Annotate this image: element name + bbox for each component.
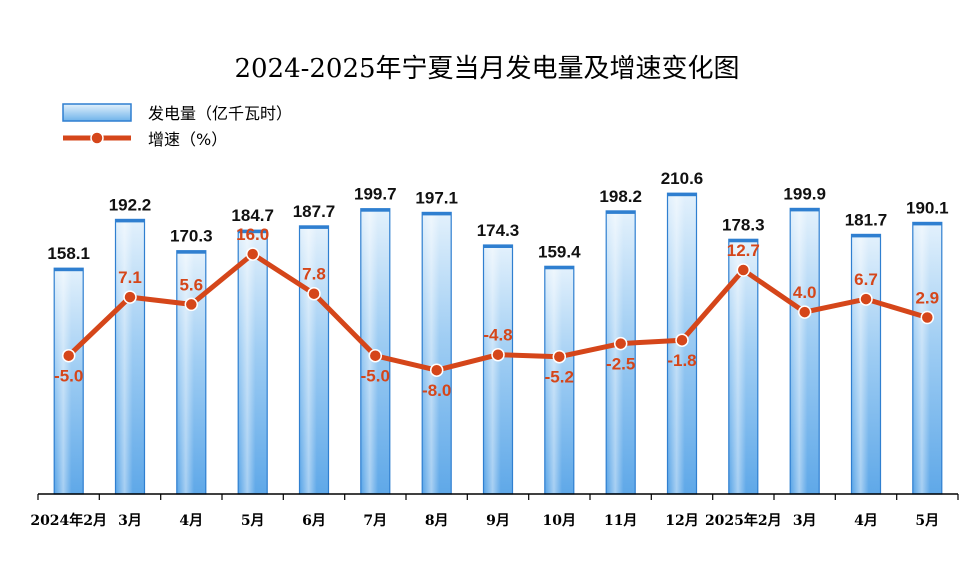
growth-point (245, 247, 260, 261)
bar-shine (55, 269, 83, 493)
bar-shine (607, 211, 635, 493)
bar-cap (912, 222, 942, 226)
bar-cap (238, 230, 268, 234)
bar-cap (667, 193, 697, 197)
bar-shine (239, 231, 267, 493)
bar-shine (545, 267, 573, 493)
bar-value-label: 199.9 (783, 184, 826, 203)
growth-value-label: -4.8 (483, 326, 512, 345)
x-tick-label: 4月 (854, 513, 878, 529)
bar-shine (913, 223, 941, 493)
growth-value-label: 5.6 (179, 275, 203, 294)
x-tick-label: 12月 (665, 513, 698, 529)
growth-value-label: -1.8 (667, 351, 696, 370)
bar-value-label: 210.6 (661, 169, 704, 188)
x-tick-label: 8月 (425, 513, 449, 529)
growth-value-label: 7.8 (302, 265, 326, 284)
growth-value-label: 16.0 (236, 225, 269, 244)
legend-line-label: 增速（%） (148, 130, 227, 149)
x-tick-label: 11月 (604, 513, 637, 529)
growth-point (184, 297, 199, 312)
growth-value-label: -8.0 (422, 381, 451, 400)
bar-value-label: 199.7 (354, 185, 397, 204)
bar-value-label: 187.7 (293, 202, 336, 221)
growth-series: -5.0 7.1 5.6 16.0 7.8 -5.0 -8.0 -4.8 -5.2 -2.5 -1.… (54, 225, 939, 400)
growth-value-label: 2.9 (915, 289, 939, 308)
x-tick-label: 4月 (179, 513, 203, 529)
bar-cap (606, 210, 636, 214)
bar-shine (177, 251, 205, 493)
x-tick-label: 6月 (302, 513, 326, 529)
bar-value-label: 174.3 (477, 221, 520, 240)
growth-point (491, 347, 505, 362)
bar-value-label: 158.1 (47, 244, 90, 263)
bar-shine (300, 226, 328, 493)
bar-cap (115, 219, 145, 223)
chart-title: 2024-2025年宁夏当月发电量及增速变化图 (234, 54, 739, 84)
x-tick-label: 2024年2月 (30, 512, 107, 529)
bar-cap (483, 245, 513, 248)
growth-point (675, 333, 689, 347)
bar-shine (116, 220, 144, 493)
growth-value-label: 4.0 (793, 283, 817, 302)
x-tick-label: 10月 (543, 513, 576, 529)
x-tick-label: 7月 (363, 513, 387, 529)
x-tick-label: 3月 (118, 513, 142, 529)
growth-point (920, 310, 935, 325)
growth-point (736, 263, 751, 277)
growth-point (613, 336, 628, 351)
growth-point (429, 363, 444, 377)
legend: 发电量（亿千瓦时） 增速（%） (62, 103, 292, 149)
legend-line-marker (90, 131, 104, 145)
growth-point (859, 292, 873, 306)
bar-value-label: 170.3 (170, 227, 213, 246)
bar-shine (791, 209, 819, 493)
growth-value-label: -5.0 (54, 367, 83, 386)
growth-value-label: -2.5 (606, 355, 635, 374)
x-tick-label: 9月 (486, 513, 510, 529)
bar-shine (423, 213, 451, 493)
bar-shine (484, 246, 512, 493)
bar-value-label: 190.1 (906, 198, 949, 217)
bar-value-label: 184.7 (231, 206, 274, 225)
bar-cap (544, 266, 574, 270)
x-tick-label: 2025年2月 (705, 512, 782, 529)
bar-cap (299, 225, 329, 229)
growth-point (61, 348, 76, 363)
bar-cap (360, 208, 390, 212)
growth-value-label: 12.7 (727, 241, 760, 260)
legend-bar-label: 发电量（亿千瓦时） (148, 104, 292, 123)
growth-value-label: -5.2 (545, 368, 574, 387)
growth-point (123, 290, 137, 304)
bar-cap (851, 234, 881, 238)
x-tick-label: 3月 (793, 513, 817, 529)
growth-value-label: 6.7 (854, 270, 878, 289)
bar-cap (728, 239, 758, 243)
bar-cap (54, 268, 84, 272)
bar-value-label: 178.3 (722, 215, 765, 234)
bar-cap (790, 208, 820, 212)
bar-series: 158.1 192.2 170.3 184.7 187.7 199.7 197.1 174.3… (47, 169, 949, 495)
growth-point (552, 349, 567, 364)
bar-shine (852, 235, 880, 493)
growth-value-label: -5.0 (361, 367, 390, 386)
bar-value-label: 181.7 (845, 210, 888, 229)
x-tick-label: 5月 (241, 513, 265, 529)
bar-value-label: 192.2 (109, 195, 152, 214)
bar-value-label: 197.1 (415, 188, 458, 207)
growth-point (307, 286, 321, 301)
bar-cap (176, 250, 206, 254)
legend-bar-swatch (62, 103, 132, 122)
growth-point (368, 348, 383, 363)
bar-value-label: 198.2 (599, 187, 642, 206)
x-tick-label: 5月 (915, 513, 939, 529)
growth-value-label: 7.1 (118, 268, 142, 287)
bar-cap (422, 212, 452, 216)
x-axis: 2024年2月 3月 4月 5月 6月 7月 8月 9月 10月 11月 12月 2025年2月 3月 4… (30, 493, 959, 529)
bar-value-label: 159.4 (538, 242, 581, 261)
growth-point (797, 305, 812, 319)
